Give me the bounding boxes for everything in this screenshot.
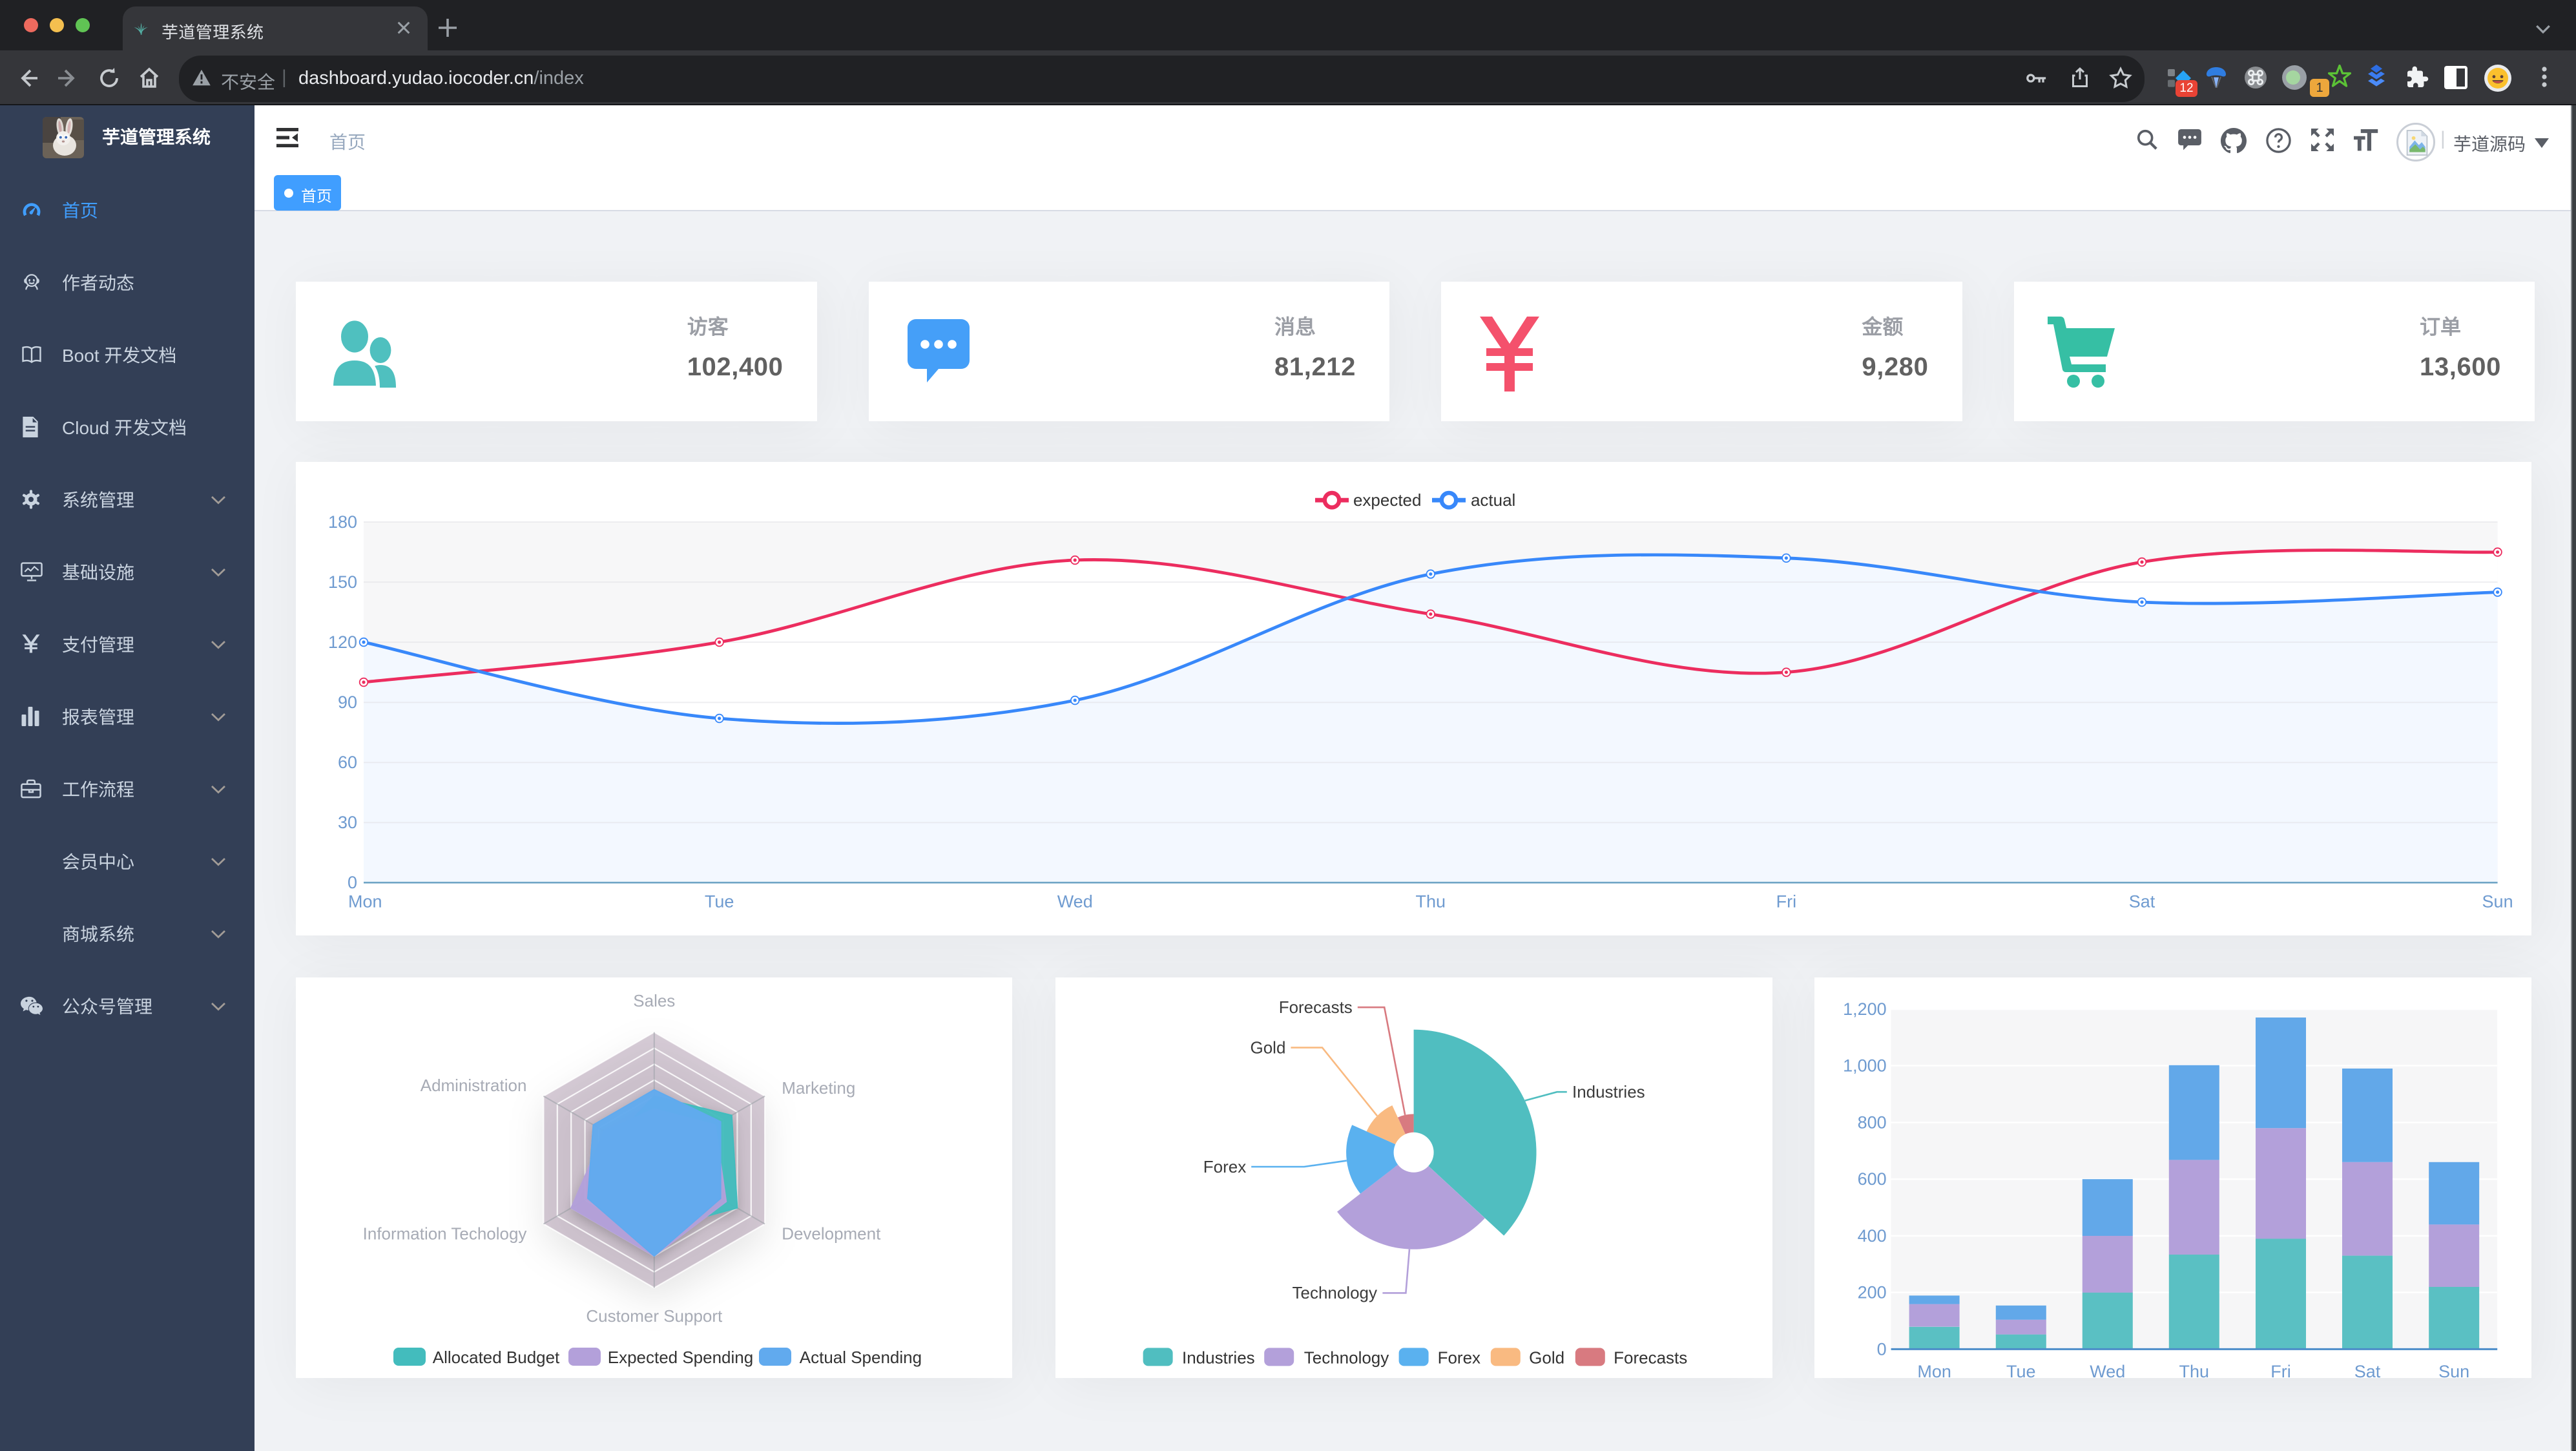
svg-text:Sun: Sun bbox=[2439, 1362, 2470, 1381]
svg-text:Forecasts: Forecasts bbox=[1278, 997, 1352, 1017]
svg-text:Allocated Budget: Allocated Budget bbox=[433, 1348, 560, 1367]
svg-text:Technology: Technology bbox=[1292, 1283, 1376, 1302]
svg-text:expected: expected bbox=[1353, 491, 1421, 510]
svg-text:Gold: Gold bbox=[1529, 1348, 1564, 1367]
svg-text:Thu: Thu bbox=[2179, 1362, 2210, 1381]
svg-text:Fri: Fri bbox=[2271, 1362, 2291, 1381]
svg-text:180: 180 bbox=[328, 512, 357, 532]
svg-text:Forex: Forex bbox=[1203, 1157, 1245, 1176]
svg-text:Thu: Thu bbox=[1416, 892, 1446, 912]
svg-text:Gold: Gold bbox=[1250, 1038, 1285, 1057]
svg-text:Forecasts: Forecasts bbox=[1614, 1348, 1687, 1367]
svg-text:Sales: Sales bbox=[633, 991, 675, 1010]
svg-text:Technology: Technology bbox=[1304, 1348, 1388, 1367]
svg-text:Industries: Industries bbox=[1572, 1082, 1645, 1101]
svg-text:0: 0 bbox=[348, 873, 357, 893]
svg-text:Mon: Mon bbox=[348, 892, 382, 912]
svg-text:Forex: Forex bbox=[1437, 1348, 1480, 1367]
svg-text:Tue: Tue bbox=[2006, 1362, 2036, 1381]
svg-text:60: 60 bbox=[338, 753, 357, 773]
svg-text:Wed: Wed bbox=[2090, 1362, 2126, 1381]
svg-text:Wed: Wed bbox=[1057, 892, 1093, 912]
svg-text:30: 30 bbox=[338, 813, 357, 833]
svg-text:0: 0 bbox=[1877, 1339, 1887, 1359]
svg-text:1,000: 1,000 bbox=[1843, 1056, 1887, 1075]
svg-text:Information Techology: Information Techology bbox=[363, 1224, 527, 1243]
svg-text:Marketing: Marketing bbox=[782, 1078, 855, 1098]
svg-text:Development: Development bbox=[782, 1224, 881, 1243]
svg-text:600: 600 bbox=[1858, 1169, 1887, 1189]
svg-text:150: 150 bbox=[328, 572, 357, 592]
svg-text:Expected Spending: Expected Spending bbox=[608, 1348, 753, 1367]
svg-text:Tue: Tue bbox=[705, 892, 734, 912]
svg-text:Sat: Sat bbox=[2354, 1362, 2381, 1381]
svg-text:Customer Support: Customer Support bbox=[586, 1306, 723, 1326]
svg-text:Industries: Industries bbox=[1182, 1348, 1255, 1367]
svg-text:120: 120 bbox=[328, 632, 357, 652]
svg-text:90: 90 bbox=[338, 693, 357, 713]
svg-text:actual: actual bbox=[1471, 491, 1515, 510]
svg-text:Sun: Sun bbox=[2482, 892, 2513, 912]
svg-text:Mon: Mon bbox=[1918, 1362, 1952, 1381]
svg-text:Sat: Sat bbox=[2129, 892, 2155, 912]
svg-text:400: 400 bbox=[1858, 1226, 1887, 1246]
svg-text:1,200: 1,200 bbox=[1843, 999, 1887, 1019]
svg-text:Administration: Administration bbox=[421, 1076, 527, 1095]
svg-text:Fri: Fri bbox=[1776, 892, 1796, 912]
svg-text:800: 800 bbox=[1858, 1112, 1887, 1132]
svg-text:Actual Spending: Actual Spending bbox=[800, 1348, 922, 1367]
svg-text:200: 200 bbox=[1858, 1282, 1887, 1302]
